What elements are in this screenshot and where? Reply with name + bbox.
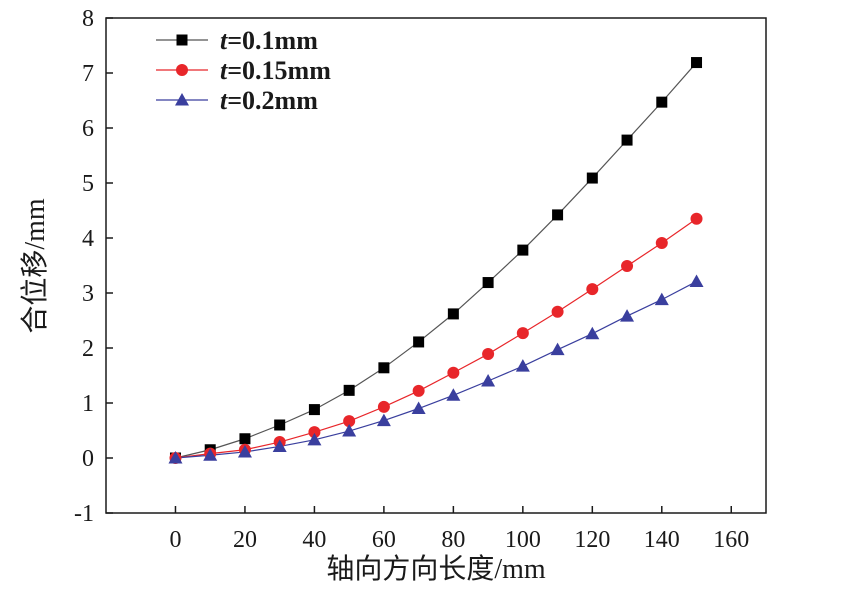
data-point-series-1 xyxy=(516,327,529,340)
data-point-series-2 xyxy=(203,448,218,461)
y-tick-label: 0 xyxy=(82,446,94,472)
data-point-series-1 xyxy=(482,348,495,361)
legend-label-1: t=0.15mm xyxy=(220,56,331,85)
data-point-series-0 xyxy=(482,277,494,289)
data-point-series-2 xyxy=(481,374,496,387)
data-point-series-0 xyxy=(378,362,390,374)
x-tick-label: 60 xyxy=(372,527,396,553)
data-point-series-0 xyxy=(517,244,529,256)
series-markers xyxy=(168,57,704,464)
data-point-series-1 xyxy=(412,384,425,397)
y-tick-label: 1 xyxy=(82,391,94,417)
data-point-series-2 xyxy=(620,309,635,322)
data-point-series-1 xyxy=(586,283,599,296)
data-point-series-0 xyxy=(691,57,703,69)
data-point-series-2 xyxy=(307,432,322,446)
data-point-series-2 xyxy=(342,424,357,437)
y-tick-label: 8 xyxy=(82,6,94,32)
legend-label-0: t=0.1mm xyxy=(220,26,318,55)
x-tick-label: 100 xyxy=(505,527,541,553)
legend-marker-0 xyxy=(176,34,188,46)
tick-group: 0 20 40 60 80 100 120 140 160 -1 0 1 2 3 4 5 6 7 8 xyxy=(74,6,749,553)
data-point-series-1 xyxy=(655,236,668,249)
y-axis-title: 合位移/mm xyxy=(19,198,51,334)
data-point-series-1 xyxy=(551,305,564,318)
data-point-series-0 xyxy=(586,172,598,184)
data-point-series-1 xyxy=(343,415,356,428)
data-point-series-2 xyxy=(168,451,183,464)
y-tick-label: 7 xyxy=(82,61,94,87)
data-point-series-0 xyxy=(656,96,668,108)
data-point-series-2 xyxy=(411,401,426,414)
legend-label-rest: =0.15mm xyxy=(227,56,331,85)
data-point-series-0 xyxy=(447,308,459,320)
data-point-series-1 xyxy=(377,400,390,413)
y-tick-label: 6 xyxy=(82,116,94,142)
data-point-series-2 xyxy=(515,359,530,372)
data-point-series-1 xyxy=(447,366,460,379)
x-tick-label: 40 xyxy=(302,527,326,553)
x-tick-label: 140 xyxy=(644,527,680,553)
legend-marker-1 xyxy=(176,64,188,76)
data-point-series-0 xyxy=(239,433,251,445)
data-point-series-2 xyxy=(550,342,565,356)
y-tick-label: -1 xyxy=(74,501,94,527)
x-tick-label: 80 xyxy=(441,527,465,553)
series-line-2 xyxy=(175,280,697,459)
y-tick-label: 3 xyxy=(82,281,94,307)
y-tick-label: 5 xyxy=(82,171,94,197)
series-lines xyxy=(175,62,697,459)
data-point-series-2 xyxy=(585,326,600,340)
data-point-series-0 xyxy=(343,384,355,396)
y-tick-label: 4 xyxy=(82,226,94,252)
data-point-series-2 xyxy=(654,292,669,306)
series-line-1 xyxy=(175,218,697,459)
legend-label-italic: t xyxy=(220,26,228,55)
x-tick-label: 120 xyxy=(574,527,610,553)
x-tick-label: 20 xyxy=(233,527,257,553)
legend-label-rest: =0.2mm xyxy=(227,86,318,115)
y-tick-label: 2 xyxy=(82,336,94,362)
plot-frame xyxy=(105,17,767,514)
data-point-series-0 xyxy=(621,134,633,146)
data-point-series-0 xyxy=(308,404,320,416)
x-tick-label: 160 xyxy=(713,527,749,553)
data-point-series-2 xyxy=(446,388,461,401)
data-point-series-2 xyxy=(689,274,704,287)
x-tick-label: 0 xyxy=(169,527,181,553)
series-line-0 xyxy=(175,62,697,459)
data-point-series-0 xyxy=(552,209,564,221)
data-point-series-0 xyxy=(413,336,425,348)
legend-label-italic: t xyxy=(220,56,228,85)
data-point-series-0 xyxy=(274,419,286,431)
data-point-series-1 xyxy=(690,212,703,225)
data-point-series-2 xyxy=(376,413,391,427)
legend-marker-2 xyxy=(175,93,189,106)
data-point-series-1 xyxy=(621,260,634,273)
legend-label-italic: t xyxy=(220,86,228,115)
data-point-series-2 xyxy=(237,444,252,458)
legend-label-rest: =0.1mm xyxy=(227,26,318,55)
data-point-series-2 xyxy=(272,439,287,452)
x-axis-title: 轴向方向长度/mm xyxy=(326,553,546,585)
data-point-series-1 xyxy=(308,426,321,439)
legend-label-2: t=0.2mm xyxy=(220,86,318,115)
